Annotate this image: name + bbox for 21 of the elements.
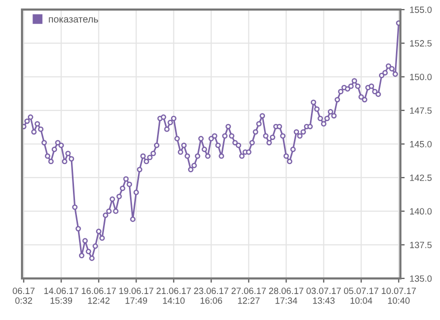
x-tick-label: 06.17 0:32: [12, 288, 35, 304]
x-tick-label: 14.06.17 15:39: [44, 288, 78, 304]
x-tick-label: 10.07.17 10:40: [382, 288, 416, 304]
x-tick-label: 16.06.17 12:42: [82, 288, 116, 304]
y-tick-label: 155.0: [410, 6, 432, 13]
y-tick-label: 142.5: [410, 174, 432, 181]
x-tick-label: 23.06.17 16:06: [194, 288, 228, 304]
y-tick-label: 147.5: [410, 107, 432, 114]
x-tick-label: 05.07.17 10:04: [344, 288, 378, 304]
y-tick-label: 145.0: [410, 140, 432, 148]
y-tick-label: 140.0: [410, 208, 432, 215]
y-tick-label: 135.0: [410, 275, 432, 282]
x-tick-label: 19.06.17 17:49: [119, 288, 154, 304]
y-tick-label: 137.5: [410, 242, 432, 248]
x-tick-label: 28.06.17 17:34: [269, 288, 304, 304]
y-tick-label: 150.0: [410, 74, 432, 80]
x-tick-label: 27.06.17 12:27: [232, 288, 266, 304]
legend-label: показатель: [48, 17, 98, 23]
y-tick-label: 152.5: [410, 40, 432, 47]
x-tick-label: 21.06.17 14:10: [156, 288, 191, 304]
x-tick-label: 03.07.17 13:43: [306, 288, 341, 304]
